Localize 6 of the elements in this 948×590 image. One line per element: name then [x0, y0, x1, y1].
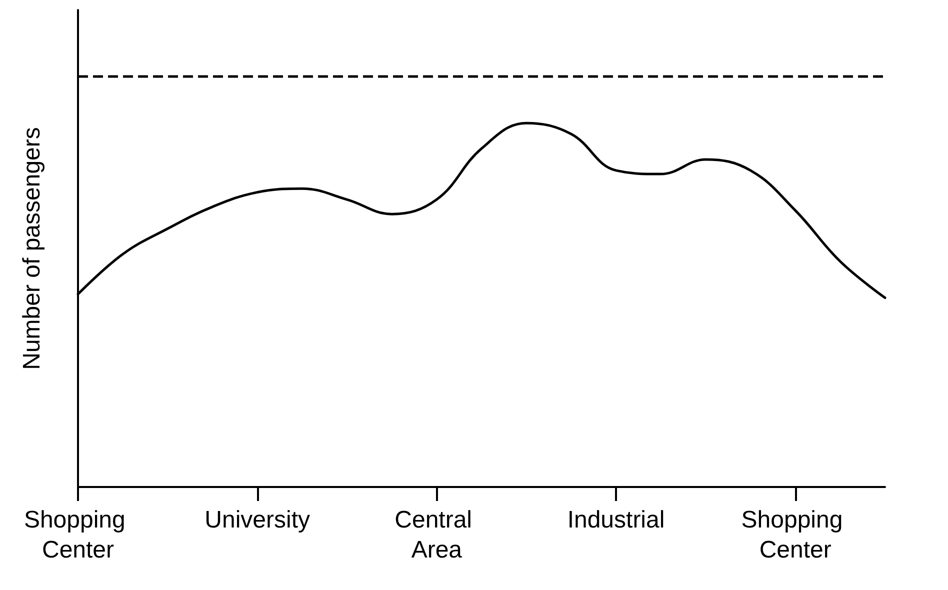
- x-tick-label: Shopping Center: [741, 506, 850, 564]
- y-axis-title: Number of passengers: [18, 127, 46, 370]
- x-tick-label: University: [204, 506, 310, 534]
- x-tick-label: Shopping Center: [24, 506, 132, 564]
- x-tick-label: Central Area: [394, 506, 479, 564]
- x-tick-label: Industrial: [567, 506, 665, 534]
